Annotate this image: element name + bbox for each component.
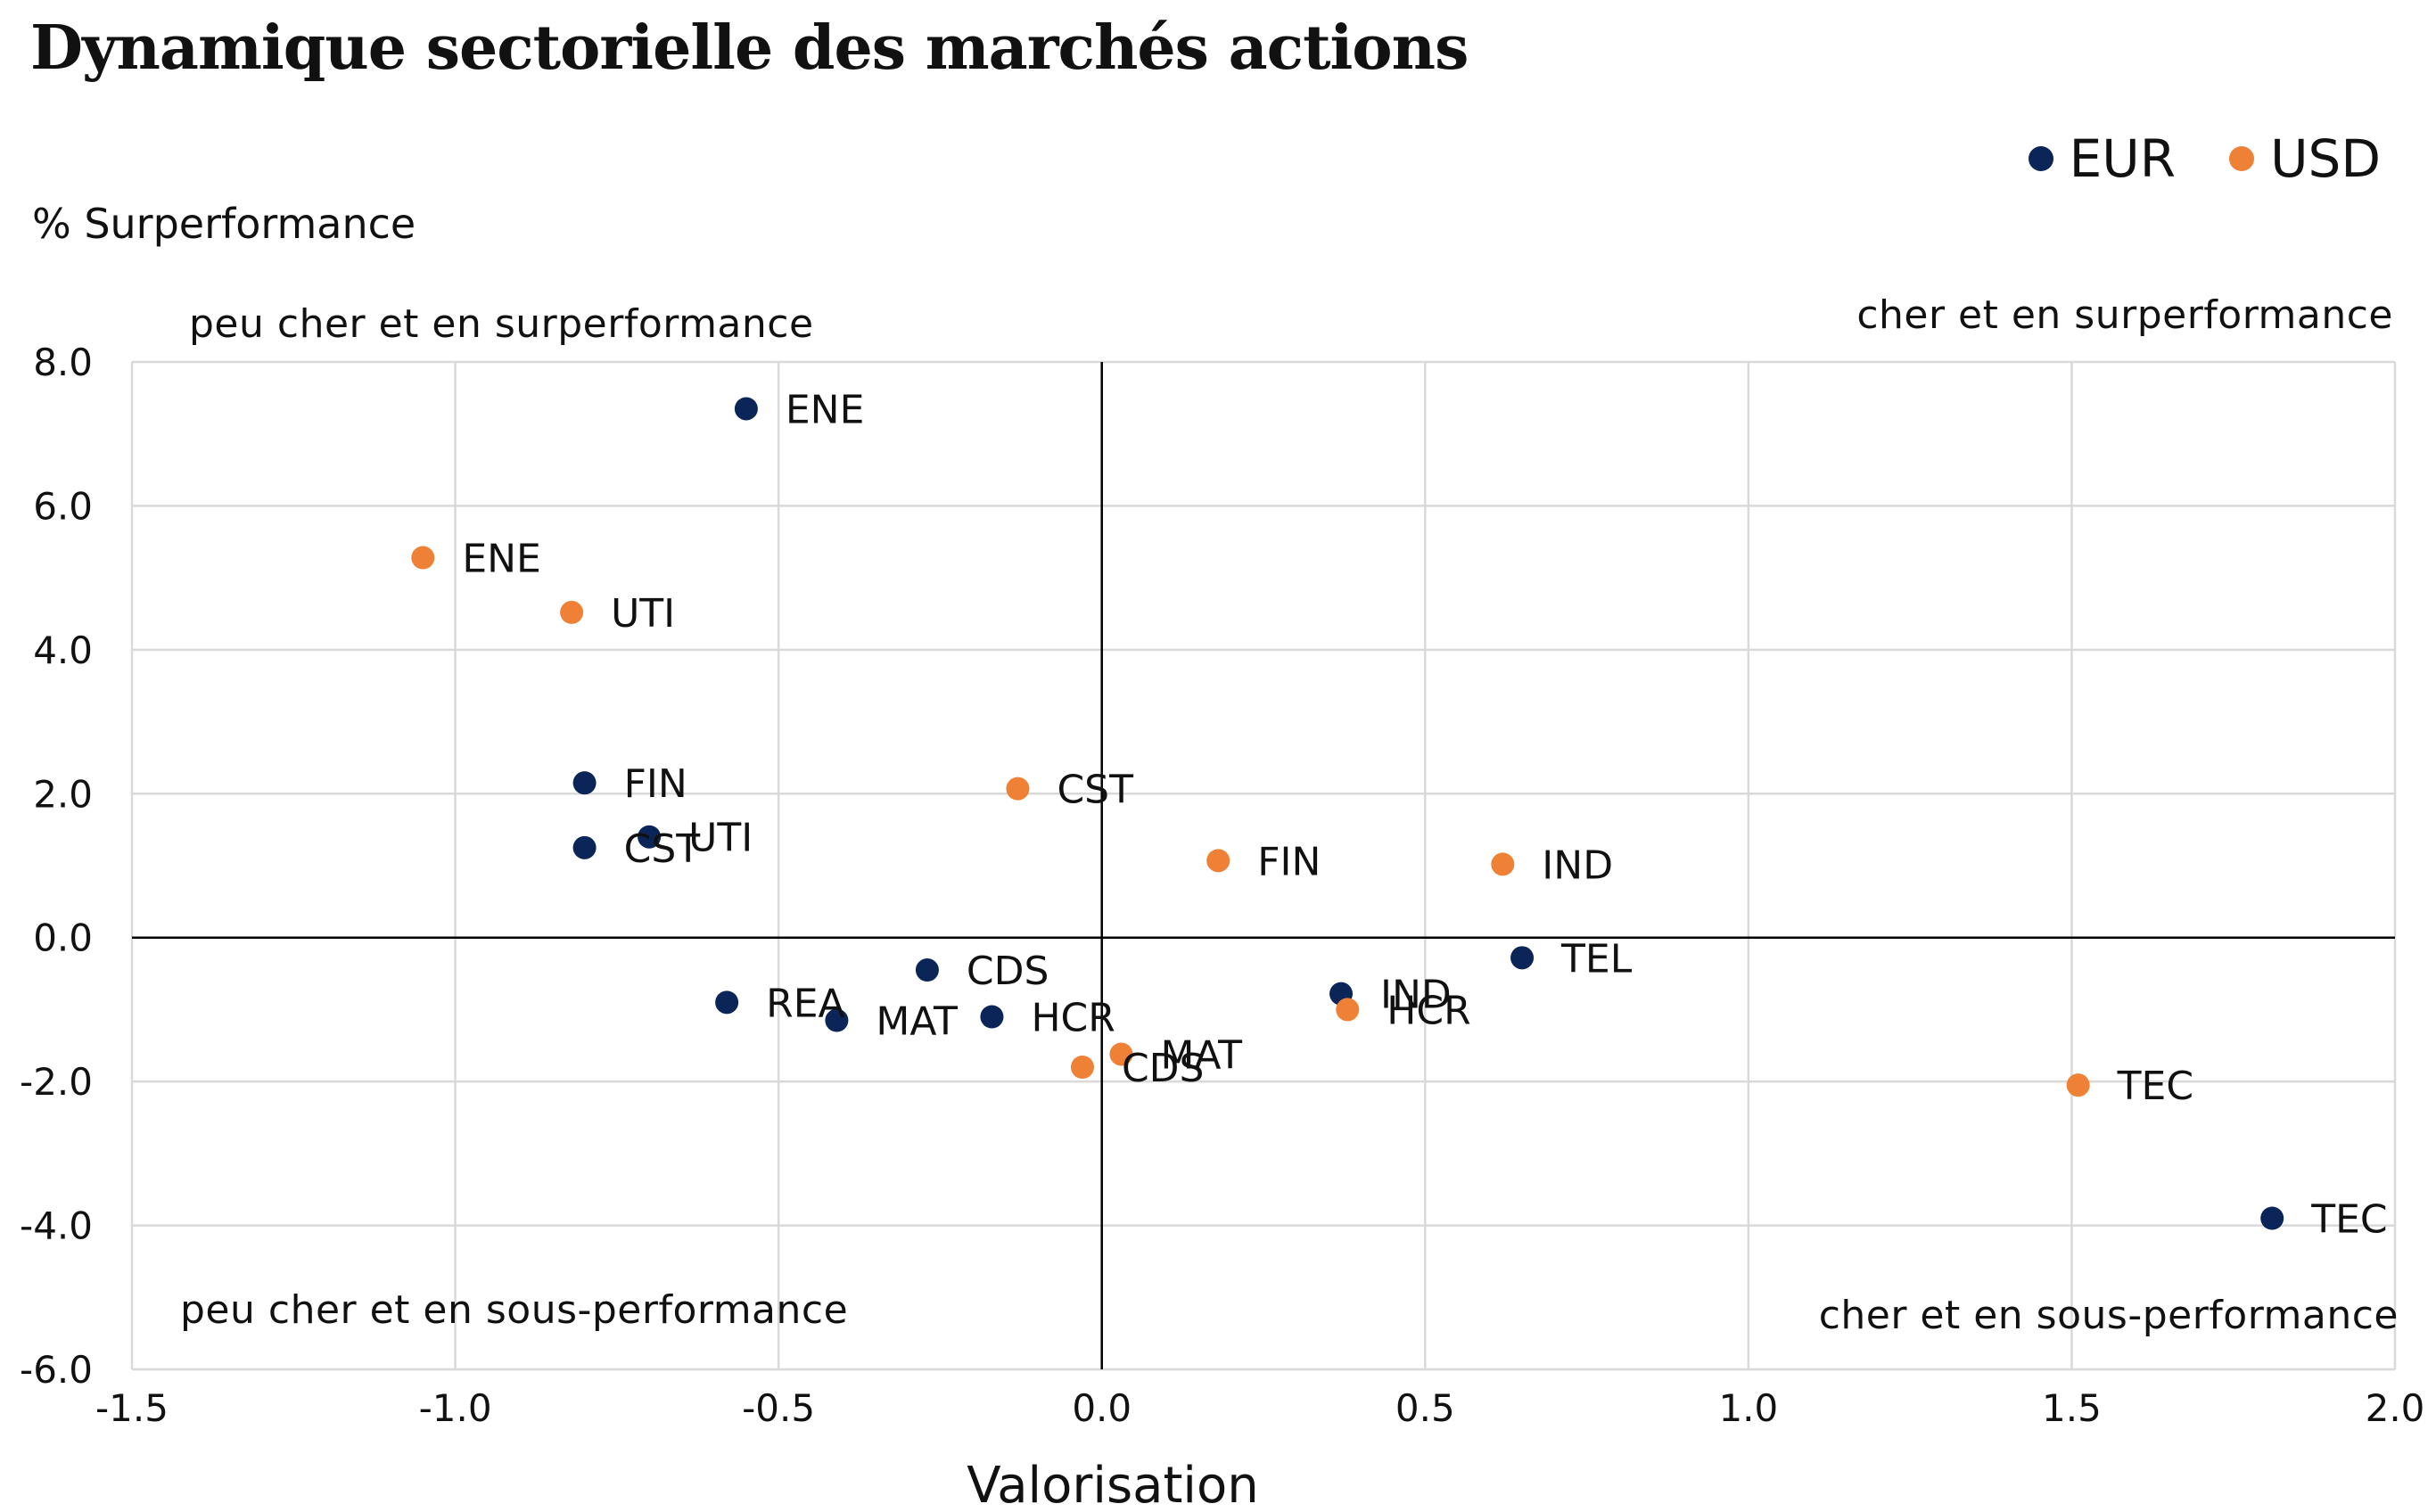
data-label-eur-cds: CDS xyxy=(967,949,1049,994)
data-point-eur-fin xyxy=(572,771,597,795)
data-point-eur-tel xyxy=(1510,946,1535,970)
data-point-eur-ene xyxy=(734,397,758,421)
data-point-usd-mat xyxy=(1109,1042,1133,1066)
data-label-eur-ind: IND xyxy=(1380,973,1452,1018)
y-tick-label: 0.0 xyxy=(33,916,93,960)
data-label-usd-fin: FIN xyxy=(1257,839,1321,884)
data-label-usd-uti: UTI xyxy=(611,591,675,637)
data-label-eur-fin: FIN xyxy=(624,761,687,807)
y-tick-label: -4.0 xyxy=(20,1204,93,1248)
x-tick-label: 0.5 xyxy=(1395,1386,1455,1430)
data-point-eur-hcr xyxy=(980,1005,1004,1029)
data-point-eur-rea xyxy=(715,990,739,1015)
data-label-eur-hcr: HCR xyxy=(1031,996,1115,1041)
data-point-usd-tec xyxy=(2066,1073,2090,1097)
data-point-eur-tec xyxy=(2260,1206,2284,1230)
quadrant-label-top-left: peu cher et en surperformance xyxy=(189,301,814,347)
x-tick-label: -0.5 xyxy=(742,1386,815,1430)
data-label-usd-ind: IND xyxy=(1542,842,1613,888)
data-label-eur-mat: MAT xyxy=(876,999,958,1045)
data-point-eur-mat xyxy=(825,1008,849,1032)
quadrant-label-top-right: cher et en surperformance xyxy=(1856,292,2393,338)
y-tick-label: 6.0 xyxy=(33,484,93,528)
x-tick-label: -1.5 xyxy=(95,1386,169,1430)
data-label-eur-uti: UTI xyxy=(688,816,753,861)
legend: EUR USD xyxy=(2028,128,2381,189)
y-tick-label: 2.0 xyxy=(33,772,93,816)
tick-labels: -1.5 -1.0 -0.5 0.0 0.5 1.0 1.5 2.0 8.0 6.0 4.0 2.0 0… xyxy=(20,341,2424,1430)
data-point-eur-uti xyxy=(638,825,662,849)
y-tick-label: 8.0 xyxy=(33,341,93,384)
data-label-usd-cds: CDS xyxy=(1122,1046,1205,1091)
data-point-usd-cst xyxy=(1006,777,1030,801)
data-label-usd-mat: MAT xyxy=(1160,1032,1242,1078)
y-axis-label: % Surperformance xyxy=(32,200,416,248)
data-label-eur-rea: REA xyxy=(766,981,844,1026)
x-tick-label: 1.0 xyxy=(1718,1386,1778,1430)
data-label-eur-tel: TEL xyxy=(1560,936,1633,982)
data-label-eur-tec: TEC xyxy=(2310,1197,2387,1243)
data-point-usd-uti xyxy=(560,600,584,624)
legend-label-eur: EUR xyxy=(2069,128,2177,189)
x-tick-label: 1.5 xyxy=(2042,1386,2102,1430)
data-point-eur-cst xyxy=(572,835,597,859)
data-label-usd-hcr: HCR xyxy=(1387,988,1470,1033)
data-point-usd-hcr xyxy=(1336,998,1360,1022)
legend-label-usd: USD xyxy=(2270,128,2381,189)
chart-title: Dynamique sectorielle des marchés action… xyxy=(30,12,1469,84)
legend-item-usd: USD xyxy=(2229,128,2381,189)
legend-marker-eur xyxy=(2028,146,2053,171)
legend-item-eur: EUR xyxy=(2028,128,2177,189)
y-tick-label: 4.0 xyxy=(33,629,93,672)
quadrant-label-bottom-right: cher et en sous-performance xyxy=(1819,1293,2399,1338)
data-point-usd-cds xyxy=(1070,1056,1094,1079)
x-axis-label: Valorisation xyxy=(967,1457,1258,1512)
y-tick-label: -6.0 xyxy=(20,1348,93,1392)
data-point-usd-ind xyxy=(1491,852,1515,876)
x-tick-label: 2.0 xyxy=(2366,1386,2425,1430)
data-label-eur-ene: ENE xyxy=(786,387,865,432)
data-label-eur-cst: CST xyxy=(624,826,701,872)
quadrant-label-bottom-left: peu cher et en sous-performance xyxy=(180,1287,848,1333)
y-tick-label: -2.0 xyxy=(20,1060,93,1104)
data-point-usd-fin xyxy=(1206,849,1230,873)
x-tick-label: 0.0 xyxy=(1072,1386,1132,1430)
data-label-usd-tec: TEC xyxy=(2117,1064,2193,1109)
zero-axes xyxy=(132,362,2395,1369)
data-label-usd-cst: CST xyxy=(1057,768,1133,813)
data-point-usd-ene xyxy=(411,546,435,570)
data-point-eur-cds xyxy=(915,958,939,982)
x-tick-label: -1.0 xyxy=(419,1386,492,1430)
legend-marker-usd xyxy=(2229,146,2255,171)
data-label-usd-ene: ENE xyxy=(462,537,541,582)
